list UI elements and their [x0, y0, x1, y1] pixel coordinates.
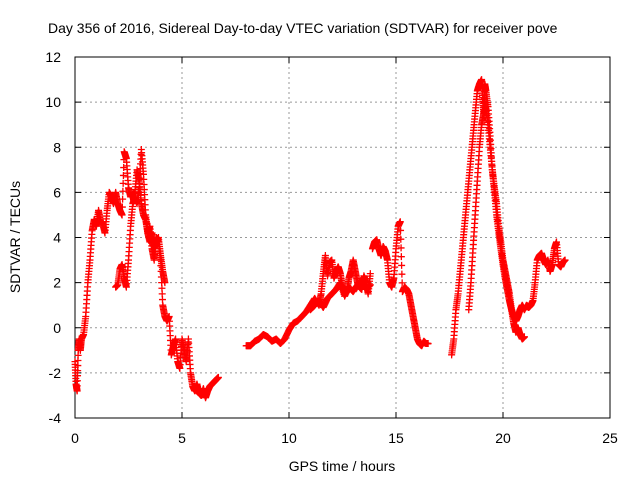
data-point: [397, 226, 405, 234]
data-point: [424, 340, 432, 348]
y-tick-label: 2: [53, 275, 61, 291]
series-segment-4b: [465, 103, 528, 343]
series-segment-1: [71, 148, 222, 402]
y-tick-label: 8: [53, 139, 61, 155]
data-point: [214, 373, 222, 381]
y-tick-label: 0: [53, 320, 61, 336]
x-axis-label: GPS time / hours: [289, 458, 396, 474]
data-point: [561, 256, 569, 264]
data-point: [397, 244, 405, 252]
data-point: [119, 195, 127, 203]
data-point: [119, 171, 127, 179]
x-tick-label: 20: [495, 430, 511, 446]
series-segment-3: [368, 218, 432, 350]
y-tick-label: -2: [49, 365, 62, 381]
data-point: [366, 281, 374, 289]
series-segment-1b: [112, 146, 169, 291]
series-segment-2: [242, 252, 374, 350]
chart-title: Day 356 of 2016, Sidereal Day-to-day VTE…: [48, 20, 558, 36]
x-tick-label: 0: [71, 430, 79, 446]
x-tick-label: 10: [281, 430, 297, 446]
y-tick-label: 4: [53, 230, 61, 246]
data-point: [396, 218, 404, 226]
x-tick-label: 15: [388, 430, 404, 446]
data-point: [398, 279, 406, 287]
y-tick-label: 10: [45, 94, 61, 110]
series-segment-4: [448, 76, 569, 359]
y-tick-label: -4: [49, 410, 62, 426]
data-point: [119, 179, 127, 187]
y-tick-label: 6: [53, 184, 61, 200]
x-tick-label: 25: [602, 430, 618, 446]
data-point: [119, 187, 127, 195]
x-axis: 0 5 10 15 20 25: [71, 57, 618, 446]
series-segment-2b: [306, 276, 374, 314]
x-tick-label: 5: [178, 430, 186, 446]
data-points: [71, 76, 569, 402]
y-axis-label: SDTVAR / TECUs: [7, 181, 23, 293]
data-point: [398, 270, 406, 278]
data-point: [397, 235, 405, 243]
y-axis: -4 -2 0 2 4 6 8 10 12: [45, 49, 610, 426]
data-point: [118, 211, 126, 219]
data-point: [366, 270, 374, 278]
data-point: [520, 333, 528, 341]
data-point: [397, 253, 405, 261]
data-point: [118, 203, 126, 211]
data-point: [398, 261, 406, 269]
data-point: [161, 279, 169, 287]
y-tick-label: 12: [45, 49, 61, 65]
